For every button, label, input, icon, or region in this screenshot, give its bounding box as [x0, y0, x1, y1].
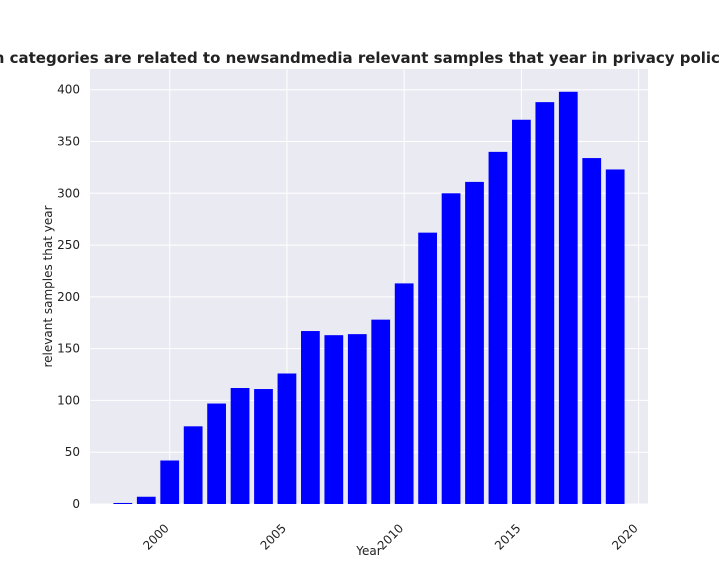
y-tick-label: 100	[57, 393, 80, 407]
bar-2012	[441, 193, 461, 505]
y-tick-label: 200	[57, 290, 80, 304]
y-axis-ticks: 0 50 100 150 200 250 300 350 400	[57, 83, 80, 511]
y-tick-label: 250	[57, 238, 80, 252]
x-tick-label: 2015	[492, 521, 523, 552]
x-tick-label: 2020	[609, 521, 640, 552]
y-tick-label: 0	[72, 497, 80, 511]
bar-2010	[394, 283, 414, 504]
bar-2014	[488, 151, 508, 504]
y-tick-label: 300	[57, 186, 80, 200]
y-tick-label: 400	[57, 83, 80, 97]
bar-2011	[418, 232, 437, 504]
bar-2005	[277, 373, 297, 504]
bar-2008	[347, 334, 367, 504]
bar-2013	[465, 181, 484, 504]
bar-1999	[136, 496, 156, 504]
x-axis-label: Year	[355, 544, 381, 558]
bar-2016	[535, 102, 555, 505]
bar-2007	[324, 335, 344, 504]
bar-2018	[582, 158, 602, 505]
bar-1998	[113, 502, 133, 504]
y-tick-label: 350	[57, 135, 80, 149]
chart-title: Years when categories are related to new…	[0, 49, 720, 67]
bar-2000	[160, 460, 180, 504]
x-axis-ticks: 2000 2005 2010 2015 2020	[140, 521, 640, 552]
y-tick-label: 50	[65, 445, 80, 459]
bar-2006	[301, 331, 320, 504]
bar-2009	[371, 319, 391, 504]
x-tick-label: 2005	[258, 521, 289, 552]
bar-2004	[254, 389, 273, 504]
x-tick-label: 2000	[140, 521, 171, 552]
y-tick-label: 150	[57, 342, 80, 356]
bar-2019	[605, 169, 625, 504]
y-axis-label: relevant samples that year	[41, 205, 55, 367]
bars	[113, 91, 625, 505]
bar-2002	[207, 403, 226, 504]
bar-2017	[558, 91, 578, 505]
bar-2001	[183, 426, 203, 504]
bar-2015	[512, 119, 531, 504]
bar-2003	[230, 388, 250, 504]
